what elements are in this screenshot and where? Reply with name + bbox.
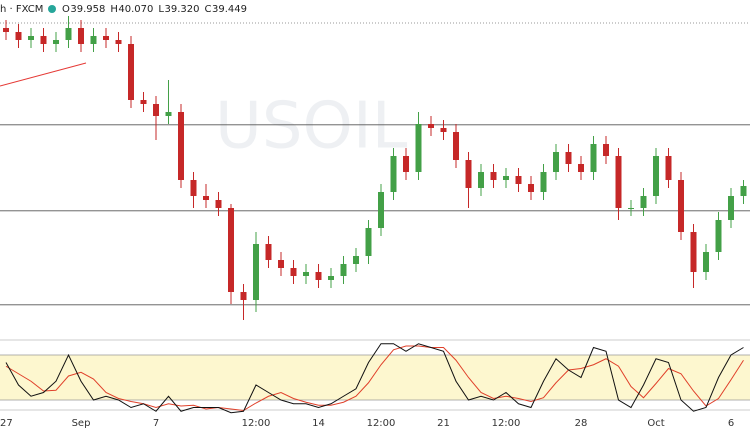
candle-body (465, 160, 472, 188)
candle-body (65, 28, 72, 40)
candle-body (440, 128, 447, 132)
candle-body (553, 152, 559, 172)
candle-body (215, 200, 222, 208)
status-dot (48, 5, 56, 13)
stoch-line (5, 343, 744, 414)
candle-body (315, 272, 322, 280)
field-value: 39.958 (70, 4, 105, 15)
x-tick-label: Sep (72, 418, 91, 429)
x-tick-label: 12:00 (242, 418, 271, 429)
candle-body (140, 100, 147, 104)
candle-body (515, 176, 522, 184)
stoch-band (0, 355, 750, 400)
candle-body (290, 268, 297, 276)
candle-body (328, 276, 334, 280)
candle-body (253, 244, 259, 300)
x-tick-label: 12:00 (367, 418, 396, 429)
candle-body (703, 252, 709, 272)
source: h · FXCM (0, 4, 43, 15)
candle-body (665, 156, 672, 180)
candle-body (53, 40, 59, 44)
candle-body (578, 164, 584, 172)
candle-body (390, 156, 397, 192)
candle-body (640, 196, 647, 208)
field-name: C (204, 4, 211, 15)
candle-body (690, 232, 697, 272)
x-tick-label: 7 (153, 418, 159, 429)
candle-body (228, 208, 234, 292)
candle-body (603, 144, 609, 156)
x-tick-label: 21 (437, 418, 450, 429)
header: h · FXCM O 39.958 H 40.070 L 39.320 C 39.449 (0, 4, 247, 15)
candle-body (378, 192, 384, 228)
candle-body (278, 260, 284, 268)
candle-body (90, 36, 97, 44)
candle-body (3, 28, 9, 32)
candle-body (678, 180, 684, 232)
trend-line (0, 62, 87, 87)
candle-body (15, 32, 22, 40)
candle-body (653, 156, 659, 196)
candle-body (178, 112, 184, 180)
candle-body (240, 292, 247, 300)
candle-body (128, 44, 134, 100)
candle-body (540, 172, 547, 192)
x-tick-label: 6 (728, 418, 734, 429)
candle-body (28, 36, 34, 40)
field-value: 40.070 (118, 4, 153, 15)
candle-body (453, 132, 459, 160)
candle-body (353, 256, 359, 264)
candle-body (590, 144, 597, 172)
x-tick-label: 12:00 (492, 418, 521, 429)
field-name: H (110, 4, 118, 15)
candle-body (715, 220, 722, 252)
candle-body (78, 28, 84, 44)
candle-body (628, 208, 634, 209)
field-value: 39.449 (212, 4, 247, 15)
watermark: USOIL (215, 90, 408, 164)
candle-body (428, 124, 434, 128)
candle-body (615, 156, 622, 208)
x-tick-label: 28 (575, 418, 588, 429)
x-tick-label: Oct (647, 418, 664, 429)
candle-body (415, 124, 422, 172)
candle-body (340, 264, 347, 276)
candle-body (115, 40, 122, 44)
x-tick-label: 14 (312, 418, 325, 429)
x-tick-label: 27 (0, 418, 13, 429)
candle-body (365, 228, 372, 256)
candle-body (265, 244, 272, 260)
candle-body (478, 172, 484, 188)
field-value: 39.320 (164, 4, 199, 15)
candle-body (153, 104, 159, 116)
candle-body (165, 112, 172, 116)
stoch-line (5, 345, 744, 412)
candle-body (403, 156, 409, 172)
candle-body (503, 176, 509, 180)
candle-body (303, 272, 309, 276)
candle-body (740, 186, 747, 196)
candle-body (203, 196, 209, 200)
candle-body (728, 196, 734, 220)
candle-body (528, 184, 534, 192)
candle-body (190, 180, 197, 196)
field-name: L (158, 4, 164, 15)
candle-body (40, 36, 47, 44)
candle-body (103, 36, 109, 40)
candle-body (565, 152, 572, 164)
candle-body (490, 172, 497, 180)
field-name: O (62, 4, 70, 15)
